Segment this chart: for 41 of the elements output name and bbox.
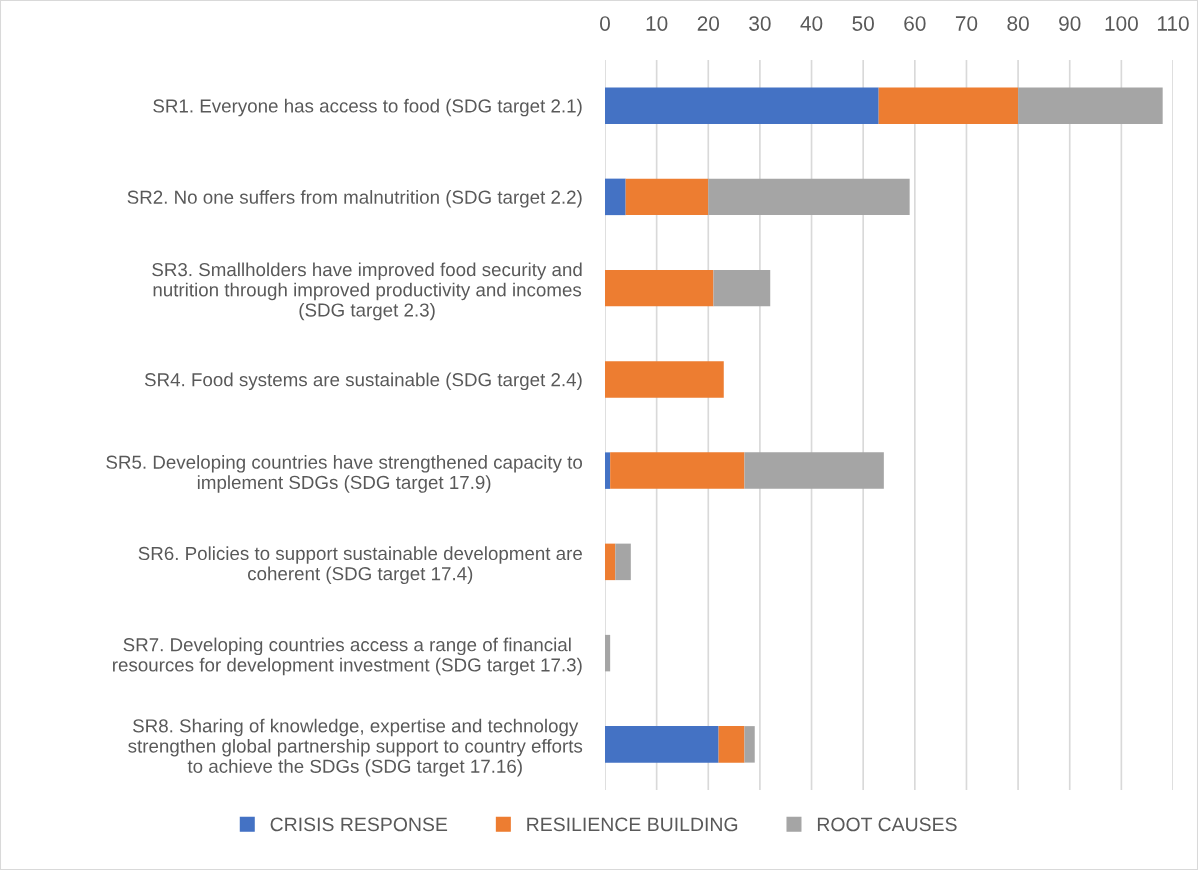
x-tick-label: 100 xyxy=(1105,16,1138,31)
x-tick-label: 0 xyxy=(600,16,610,31)
bar xyxy=(610,452,745,489)
bar xyxy=(605,634,611,672)
y-tick-label: SR4. Food systems are sustainable (SDG target 2.4) xyxy=(144,372,582,391)
x-tick-label: 50 xyxy=(852,16,874,31)
bar xyxy=(878,87,1019,124)
bar xyxy=(605,726,719,763)
y-tick-label: SR1. Everyone has access to food (SDG target 2.1) xyxy=(153,98,582,117)
x-tick-label: 40 xyxy=(800,16,823,31)
y-tick-label: SR8. Sharing of knowledge, expertise and technology strengthen global partnership support to country efforts to achieve the SDGs (SDG target 17.16) xyxy=(128,718,583,777)
x-tick-label: 80 xyxy=(1007,16,1029,31)
x-tick-label: 30 xyxy=(749,16,771,31)
bar xyxy=(605,452,611,489)
bar xyxy=(605,361,724,398)
legend-label: CRISIS RESPONSE xyxy=(270,817,448,832)
legend-label: RESILIENCE BUILDING xyxy=(527,817,738,832)
x-tick-label: 10 xyxy=(646,16,668,31)
bar xyxy=(708,178,910,216)
bar xyxy=(713,269,771,307)
y-tick-label: SR2. No one suffers from malnutrition (SDG target 2.2) xyxy=(127,190,582,208)
x-tick-label: 60 xyxy=(904,16,926,31)
x-tick-label: 70 xyxy=(955,16,978,31)
bar xyxy=(744,726,755,763)
bar xyxy=(605,269,714,307)
y-tick-label: SR6. Policies to support sustainable development are coherent (SDG target 17.4) xyxy=(138,546,582,585)
bar xyxy=(718,726,745,763)
y-tick-label: SR3. Smallholders have improved food security and nutrition through improved productivity and incomes (SDG target 2.3) xyxy=(152,262,582,321)
bar xyxy=(744,452,884,489)
x-tick-label: 90 xyxy=(1059,16,1081,31)
bar xyxy=(605,178,626,216)
bar xyxy=(605,87,879,124)
bar xyxy=(615,543,631,581)
x-tick-label: 110 xyxy=(1157,16,1189,31)
legend-label: ROOT CAUSES xyxy=(817,817,957,832)
y-tick-label: SR5. Developing countries have strengthened capacity to implement SDGs (SDG target 17.9) xyxy=(106,455,583,493)
y-tick-label: SR7. Developing countries access a range of financial resources for development investment (SDG target 17.3) xyxy=(113,637,582,676)
x-tick-label: 20 xyxy=(697,16,720,31)
bar xyxy=(605,543,616,581)
bar xyxy=(625,178,709,216)
bar xyxy=(1018,87,1163,124)
